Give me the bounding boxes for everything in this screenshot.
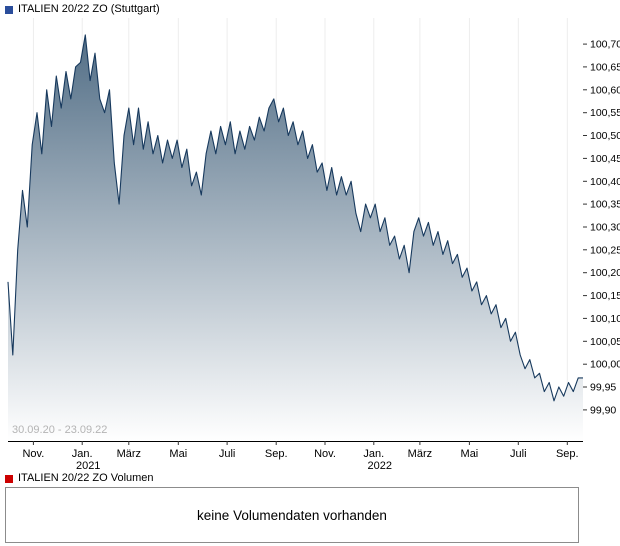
svg-text:2022: 2022 [368, 460, 392, 470]
svg-text:Mai: Mai [461, 448, 479, 460]
svg-text:März: März [117, 448, 141, 460]
svg-text:99,95: 99,95 [590, 382, 616, 394]
price-legend-label: ITALIEN 20/22 ZO (Stuttgart) [18, 3, 160, 15]
svg-text:100,00: 100,00 [590, 359, 620, 371]
volume-legend-swatch [5, 474, 13, 483]
svg-text:100,30: 100,30 [590, 222, 620, 234]
svg-text:Juli: Juli [219, 448, 236, 460]
volume-legend-label: ITALIEN 20/22 ZO Volumen [18, 472, 154, 484]
price-legend-swatch [5, 5, 13, 14]
svg-text:100,40: 100,40 [590, 176, 620, 188]
volume-legend: ITALIEN 20/22 ZO Volumen [5, 473, 154, 484]
svg-text:Jan.: Jan. [363, 448, 384, 460]
svg-text:100,05: 100,05 [590, 336, 620, 348]
svg-text:100,20: 100,20 [590, 267, 620, 279]
date-range-watermark: 30.09.20 - 23.09.22 [12, 424, 107, 436]
svg-text:Sep.: Sep. [556, 448, 579, 460]
price-area-fill [8, 34, 583, 442]
svg-text:99,90: 99,90 [590, 404, 616, 416]
svg-text:100,65: 100,65 [590, 61, 620, 73]
svg-text:100,35: 100,35 [590, 199, 620, 211]
price-legend: ITALIEN 20/22 ZO (Stuttgart) [5, 4, 160, 15]
svg-text:Mai: Mai [169, 448, 187, 460]
y-axis-labels: 100,70 100,65 100,60 100,55 100,50 100,45 100,… [583, 39, 620, 416]
svg-text:100,25: 100,25 [590, 244, 620, 256]
price-line [7, 34, 583, 402]
svg-text:Nov.: Nov. [314, 448, 336, 460]
svg-text:100,70: 100,70 [590, 39, 620, 51]
svg-text:Juli: Juli [510, 448, 527, 460]
svg-text:100,50: 100,50 [590, 130, 620, 142]
svg-text:100,15: 100,15 [590, 290, 620, 302]
svg-text:2021: 2021 [76, 460, 100, 470]
svg-text:Jan.: Jan. [72, 448, 93, 460]
svg-text:100,45: 100,45 [590, 153, 620, 165]
svg-text:Sep.: Sep. [265, 448, 288, 460]
svg-text:100,10: 100,10 [590, 313, 620, 325]
svg-text:100,60: 100,60 [590, 84, 620, 96]
svg-text:100,55: 100,55 [590, 107, 620, 119]
svg-text:März: März [408, 448, 432, 460]
volume-empty-box: keine Volumendaten vorhanden [5, 487, 579, 543]
volume-empty-message: keine Volumendaten vorhanden [197, 507, 387, 523]
svg-text:Nov.: Nov. [22, 448, 44, 460]
